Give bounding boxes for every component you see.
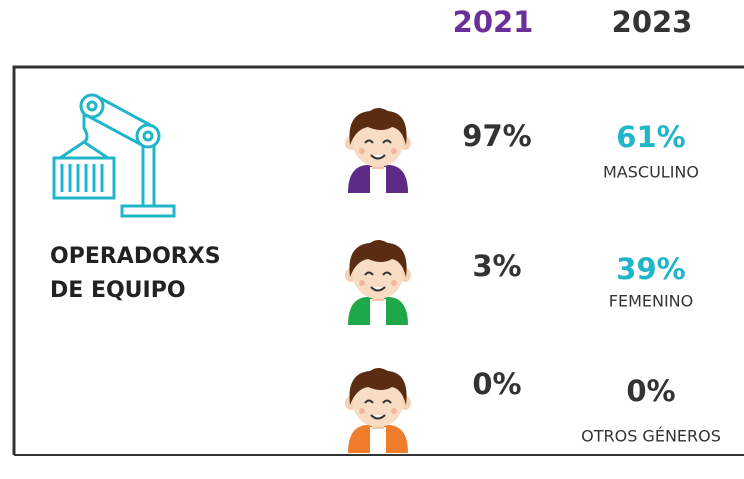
gender-label: OTROS GÉNEROS (581, 427, 721, 446)
value-2023: 0% (626, 374, 675, 408)
infographic: 2021 2023 OPERADORXS DE EQUIPO 97% 3% 0%… (0, 0, 744, 479)
crane-icon (54, 95, 174, 216)
avatar (345, 108, 411, 193)
value-2021: 3% (472, 249, 521, 283)
avatar (345, 240, 411, 325)
value-2023: 39% (616, 252, 685, 286)
value-2021: 0% (472, 367, 521, 401)
gender-label: MASCULINO (603, 163, 699, 182)
group-label: OPERADORXS (50, 244, 221, 269)
gender-label: FEMENINO (609, 292, 693, 311)
avatar (345, 368, 411, 453)
year-header: 2021 (453, 5, 534, 39)
year-header: 2023 (612, 5, 693, 39)
value-2023: 61% (616, 120, 685, 154)
group-label: DE EQUIPO (50, 278, 186, 303)
value-2021: 97% (462, 119, 531, 153)
